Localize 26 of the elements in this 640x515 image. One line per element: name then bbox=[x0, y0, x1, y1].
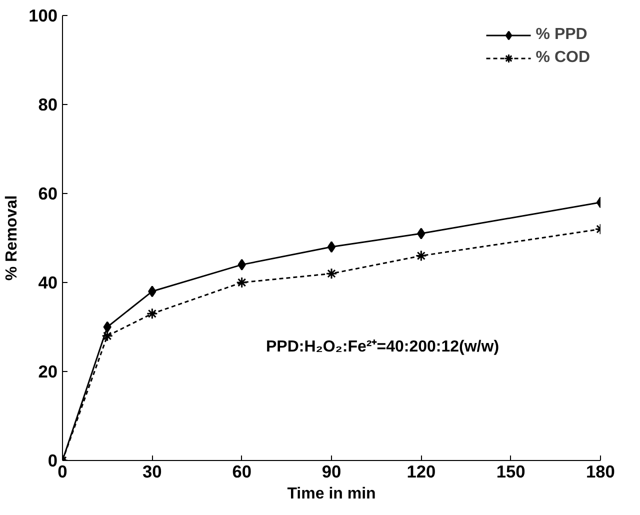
x-tick-label: 150 bbox=[496, 462, 526, 482]
point bbox=[417, 228, 426, 240]
x-tick-label: 30 bbox=[142, 462, 162, 482]
point bbox=[103, 321, 112, 333]
point bbox=[327, 241, 336, 253]
x-tick-label: 90 bbox=[322, 462, 342, 482]
y-tick-label: 40 bbox=[38, 272, 58, 292]
point bbox=[326, 268, 338, 280]
point bbox=[415, 250, 427, 262]
point bbox=[148, 286, 156, 298]
x-tick-label: 60 bbox=[232, 462, 252, 482]
y-tick-label: 20 bbox=[38, 362, 58, 382]
point bbox=[146, 308, 158, 320]
x-tick-label: 120 bbox=[406, 462, 436, 482]
y-axis-title: % Removal bbox=[4, 195, 21, 281]
y-tick-label: 80 bbox=[38, 94, 58, 114]
point bbox=[238, 258, 246, 270]
x-tick-label: 180 bbox=[586, 462, 615, 482]
y-tick-label: 60 bbox=[38, 184, 58, 204]
annotation: PPD:H₂O₂:Fe²⁺=40:200:12(w/w) bbox=[266, 338, 500, 356]
legend-label: % COD bbox=[536, 49, 590, 67]
x-axis-title: Time in min bbox=[287, 486, 376, 502]
y-tick-label: 100 bbox=[28, 6, 58, 26]
point bbox=[236, 276, 248, 288]
legend-label: % PPD bbox=[536, 26, 588, 44]
point bbox=[102, 330, 114, 342]
